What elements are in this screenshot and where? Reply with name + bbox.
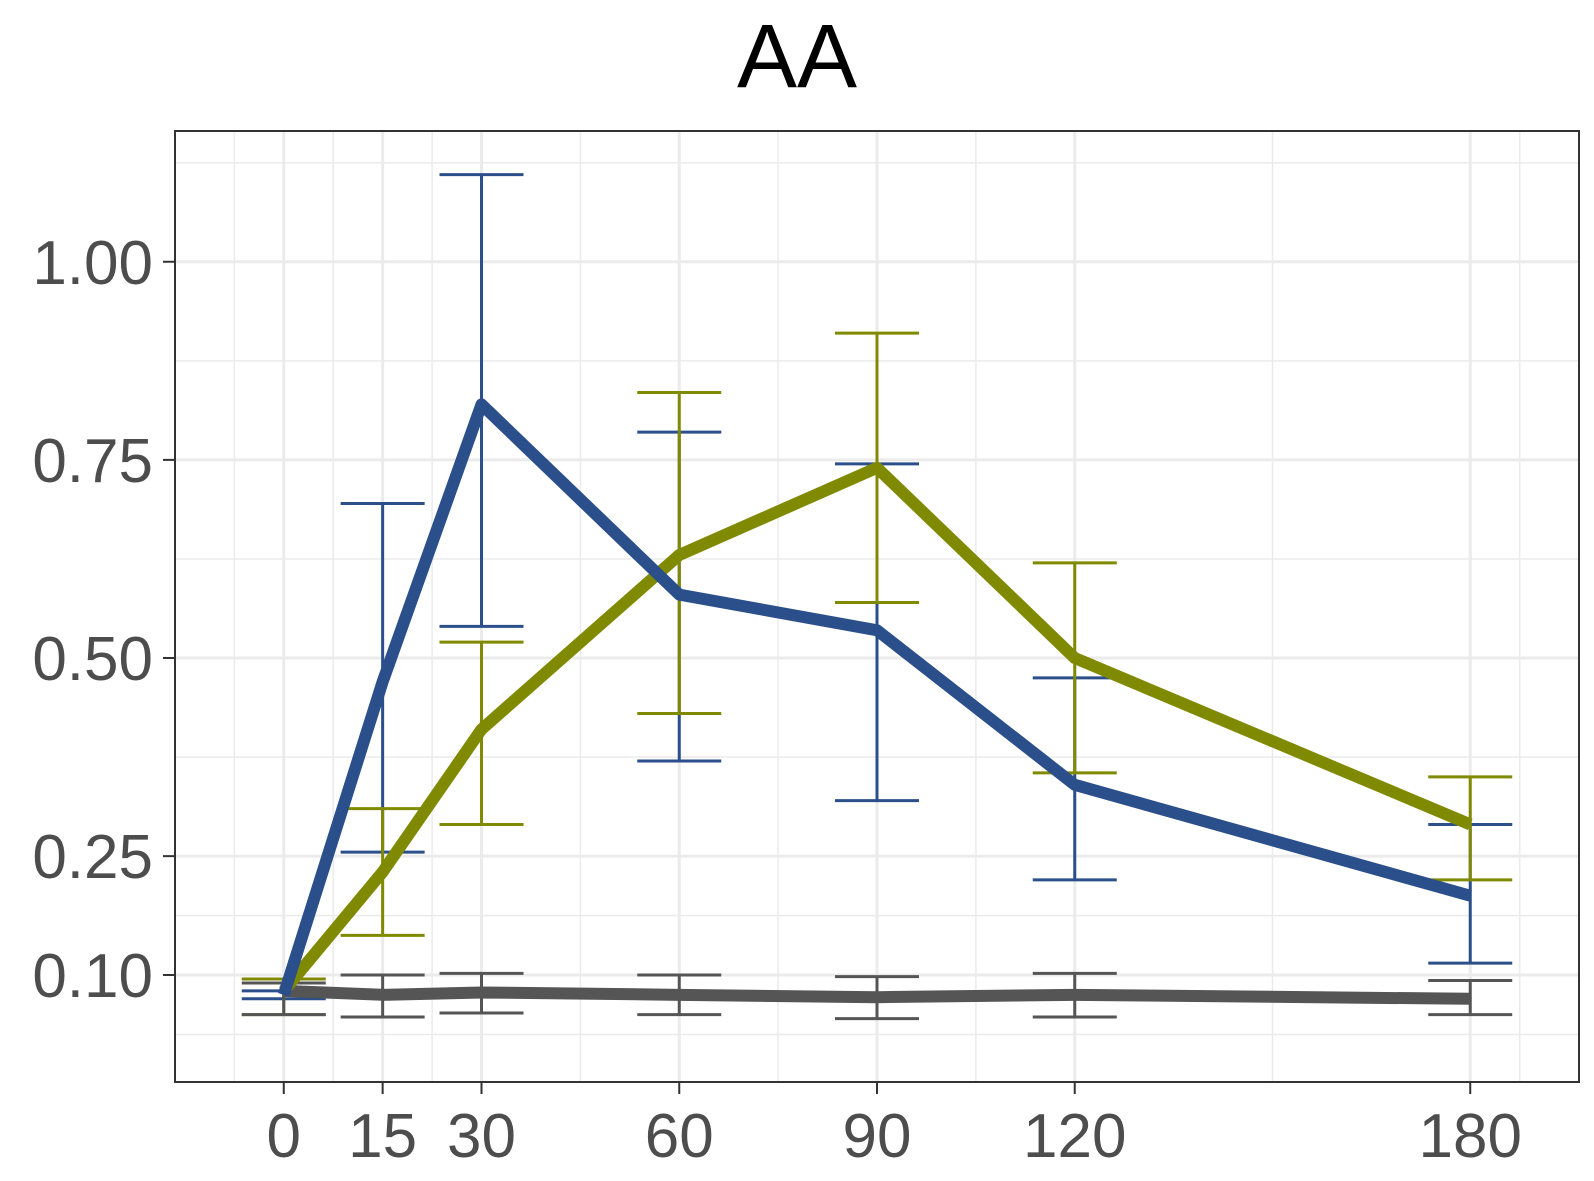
y-tick-label: 0.50 [32,625,153,694]
y-tick-label: 0.25 [32,823,153,892]
series-line-1 [279,461,1473,995]
y-tick-label: 1.00 [32,229,153,298]
x-tick-label: 15 [348,1102,417,1171]
series-lines [278,398,1473,1005]
x-tick-label: 60 [645,1102,714,1171]
x-tick-label: 120 [1023,1102,1126,1171]
x-tick-label: 30 [447,1102,516,1171]
x-tick-label: 0 [267,1102,301,1171]
x-tick-label: 180 [1419,1102,1522,1171]
y-tick-label: 0.75 [32,427,153,496]
chart-title: AA [736,7,858,107]
tick-labels: 0 15 30 60 90 120 180 0.10 0.25 0.50 0.75 1.00 [32,229,1522,1171]
series-line-2 [283,984,1471,1005]
y-tick-label: 0.10 [32,942,153,1011]
axis-ticks [163,260,1472,1094]
x-tick-label: 90 [843,1102,912,1171]
series-line-0 [278,398,1472,997]
